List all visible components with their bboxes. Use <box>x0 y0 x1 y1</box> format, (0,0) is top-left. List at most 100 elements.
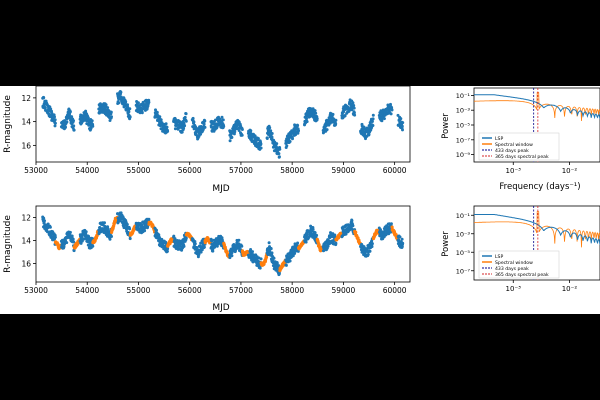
lc-point <box>352 106 356 110</box>
lc-point <box>288 259 292 263</box>
lc-point <box>314 111 318 115</box>
lc-point <box>184 236 188 240</box>
lc-point <box>128 115 132 119</box>
lc-point <box>367 132 371 136</box>
lc-point <box>65 241 69 245</box>
lc-point <box>108 119 112 122</box>
lc-point <box>178 244 182 248</box>
lc-point <box>199 132 202 136</box>
y-tick-label: 10⁻⁵ <box>456 249 471 257</box>
lc-point <box>389 112 393 116</box>
lc-point <box>368 249 372 253</box>
lc-point <box>184 119 188 123</box>
lc-bottom-points <box>41 211 405 277</box>
lc-point <box>91 124 95 128</box>
lc-point <box>379 228 382 232</box>
legend-label-433: 433 days peak <box>495 266 529 272</box>
psd-bottom-curves <box>474 206 600 280</box>
lc-bottom-axes: 53000 54000 55000 56000 57000 58000 59000 60000… <box>21 214 406 295</box>
lc-point <box>84 232 88 236</box>
lc-point <box>128 227 132 231</box>
x-tick-label: 54000 <box>75 166 99 175</box>
lc-point <box>293 252 297 255</box>
lc-point <box>371 124 375 127</box>
spectral-window-curve <box>474 211 600 248</box>
lc-point <box>166 247 170 251</box>
lc-point <box>125 222 129 226</box>
legend-box <box>478 132 560 161</box>
lc-point <box>313 231 317 235</box>
lc-point <box>371 117 375 121</box>
lc-point <box>258 266 262 270</box>
lc-point <box>42 96 46 100</box>
lc-point <box>371 113 375 117</box>
lc-point <box>256 137 260 140</box>
lc-point <box>240 128 244 131</box>
lc-point <box>235 127 239 131</box>
lc-point <box>128 237 132 241</box>
lc-point <box>265 137 269 140</box>
lc-point <box>211 249 215 253</box>
lc-point <box>325 128 329 132</box>
y-tick-label: 14 <box>21 237 31 246</box>
lc-point <box>64 125 67 129</box>
lc-point <box>277 264 281 268</box>
lc-point <box>370 120 374 123</box>
lc-point <box>43 219 46 223</box>
lc-point <box>275 261 279 265</box>
lc-point <box>53 115 56 119</box>
y-tick-label: 10⁻⁷ <box>456 267 471 275</box>
lc-point <box>53 121 57 125</box>
lc-point <box>399 117 403 121</box>
lc-point <box>222 124 226 128</box>
lc-point <box>334 118 338 122</box>
lc-point <box>230 254 234 258</box>
lc-point <box>389 222 393 226</box>
lc-point <box>291 137 294 141</box>
psd-bottom-ylabel: Power <box>441 231 451 257</box>
lc-point <box>103 221 106 225</box>
lc-point <box>370 242 374 246</box>
figure-svg: 53000 54000 55000 56000 57000 58000 59000 60000… <box>3 85 600 313</box>
lc-point <box>270 251 274 255</box>
lc-point <box>140 111 144 115</box>
y-tick-label: 12 <box>21 214 31 223</box>
psd-top-axes: 10⁻³ 10⁻² 10⁻¹ 10⁻³ 10⁻⁵ 10⁻⁷ 10⁻⁹ <box>456 92 578 175</box>
lc-point <box>200 248 204 252</box>
lc-point <box>334 241 338 245</box>
lc-point <box>259 257 263 261</box>
lc-point <box>173 127 177 131</box>
lc-point <box>270 135 274 139</box>
lc-point <box>155 228 158 232</box>
psd-bottom: 10⁻³ 10⁻² 10⁻¹ 10⁻³ 10⁻⁵ 10⁻⁷ Power LSP Spect… <box>441 205 600 293</box>
lc-point <box>91 244 95 248</box>
lc-point <box>68 230 72 234</box>
lc-point <box>352 111 356 115</box>
y-tick-label: 10⁻³ <box>456 230 471 238</box>
lc-point <box>259 146 263 150</box>
lc-point <box>284 263 288 267</box>
x-tick-label: 60000 <box>383 166 407 175</box>
lc-point <box>164 122 168 126</box>
x-tick-label: 10⁻³ <box>506 167 522 175</box>
lc-point <box>305 117 308 121</box>
lc-point <box>350 219 354 223</box>
lc-point <box>249 248 253 251</box>
lc-point <box>401 241 405 245</box>
lc-point <box>277 155 281 159</box>
lc-point <box>136 101 140 105</box>
y-tick-label: 10⁻¹ <box>456 212 471 220</box>
lc-point <box>180 130 184 134</box>
lc-point <box>172 234 176 238</box>
lc-point <box>72 128 76 132</box>
lc-point <box>353 113 357 117</box>
x-tick-label: 54000 <box>75 286 99 295</box>
lc-point <box>297 129 300 132</box>
lc-point <box>400 124 404 128</box>
x-tick-label: 55000 <box>127 166 151 175</box>
lc-point <box>199 250 203 254</box>
lc-point <box>79 241 83 245</box>
lc-point <box>126 103 129 107</box>
lc-point <box>400 237 404 241</box>
lc-point <box>184 112 188 116</box>
